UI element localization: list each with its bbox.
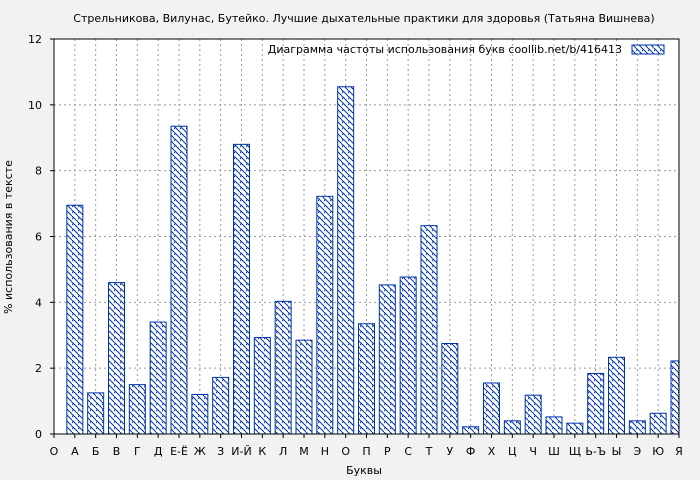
x-tick-label: Ь-Ъ — [585, 445, 606, 458]
grid-lines — [54, 39, 679, 434]
bar — [358, 323, 375, 435]
x-tick-label: Р — [384, 445, 391, 458]
bar — [524, 394, 542, 435]
x-tick-label: Ю — [652, 445, 664, 458]
bars — [66, 86, 680, 435]
x-tick-label: З — [217, 445, 224, 458]
y-tick-label: 0 — [35, 428, 42, 441]
x-tick-label: С — [404, 445, 412, 458]
bar — [420, 225, 438, 435]
x-tick-label: Щ — [569, 445, 581, 458]
x-tick-label: К — [258, 445, 266, 458]
x-tick-label: Э — [633, 445, 641, 458]
bar — [295, 339, 313, 435]
y-tick-label: 12 — [28, 33, 42, 46]
x-tick-label: Ы — [612, 445, 622, 458]
bar — [503, 420, 521, 435]
x-tick-label: Ж — [194, 445, 206, 458]
bar — [191, 394, 209, 435]
y-tick-label: 6 — [35, 231, 42, 244]
x-tick-label: Н — [321, 445, 329, 458]
x-tick-label: Г — [134, 445, 141, 458]
y-tick-label: 2 — [35, 362, 42, 375]
x-tick-label: О — [341, 445, 350, 458]
x-tick-label: Ш — [548, 445, 560, 458]
x-axis-label: Буквы — [346, 464, 382, 477]
bar — [628, 420, 646, 435]
x-tick-label: В — [113, 445, 121, 458]
x-tick-label: Т — [425, 445, 433, 458]
y-ticks: 0 2 4 6 8 10 12 — [28, 33, 54, 441]
x-tick-label: М — [299, 445, 309, 458]
bar — [108, 282, 125, 435]
bar — [128, 384, 146, 435]
bar — [337, 86, 355, 435]
x-tick-label: Е-Ё — [170, 445, 188, 458]
bar — [441, 342, 459, 435]
y-tick-label: 4 — [35, 296, 42, 309]
bar — [649, 412, 667, 435]
x-tick-label: П — [362, 445, 370, 458]
bar — [670, 360, 680, 435]
x-tick-label: О — [50, 445, 59, 458]
legend-swatch — [631, 44, 665, 55]
legend: Диаграмма частоты использования букв coo… — [268, 43, 665, 56]
bar — [212, 376, 230, 435]
x-tick-label: У — [446, 445, 453, 458]
x-tick-label: И-Й — [231, 445, 251, 458]
bar — [170, 125, 188, 435]
bar — [316, 195, 334, 435]
bar — [483, 382, 500, 435]
x-tick-label: Ц — [508, 445, 517, 458]
bar — [462, 426, 480, 435]
bar — [545, 416, 563, 435]
x-tick-label: Ч — [529, 445, 537, 458]
bar — [149, 321, 167, 435]
x-tick-label: Х — [488, 445, 496, 458]
bar — [378, 284, 396, 435]
legend-label: Диаграмма частоты использования букв coo… — [268, 43, 622, 56]
y-tick-label: 8 — [35, 165, 42, 178]
bar — [66, 204, 84, 435]
chart-title: Стрельникова, Вилунас, Бутейко. Лучшие д… — [73, 12, 654, 25]
y-tick-label: 10 — [28, 99, 42, 112]
bar — [566, 422, 584, 435]
x-tick-label: Я — [675, 445, 683, 458]
x-tick-label: Б — [92, 445, 100, 458]
x-tick-label: А — [71, 445, 79, 458]
x-tick-label: Ф — [466, 445, 475, 458]
bar — [587, 372, 605, 435]
bar — [399, 276, 417, 435]
x-tick-label: Д — [154, 445, 163, 458]
bar — [608, 356, 625, 435]
bar — [87, 392, 105, 435]
bar — [233, 143, 250, 435]
x-ticks: О А Б В Г Д Е-Ё Ж З И-Й К Л М Н О П Р С Т У Ф Х Ц Ч Ш Щ Ь-Ъ Ы Э Ю Я — [50, 434, 683, 458]
y-axis-label: % использования в тексте — [2, 160, 15, 314]
bar — [274, 300, 292, 435]
bar — [253, 337, 271, 435]
x-tick-label: Л — [279, 445, 287, 458]
